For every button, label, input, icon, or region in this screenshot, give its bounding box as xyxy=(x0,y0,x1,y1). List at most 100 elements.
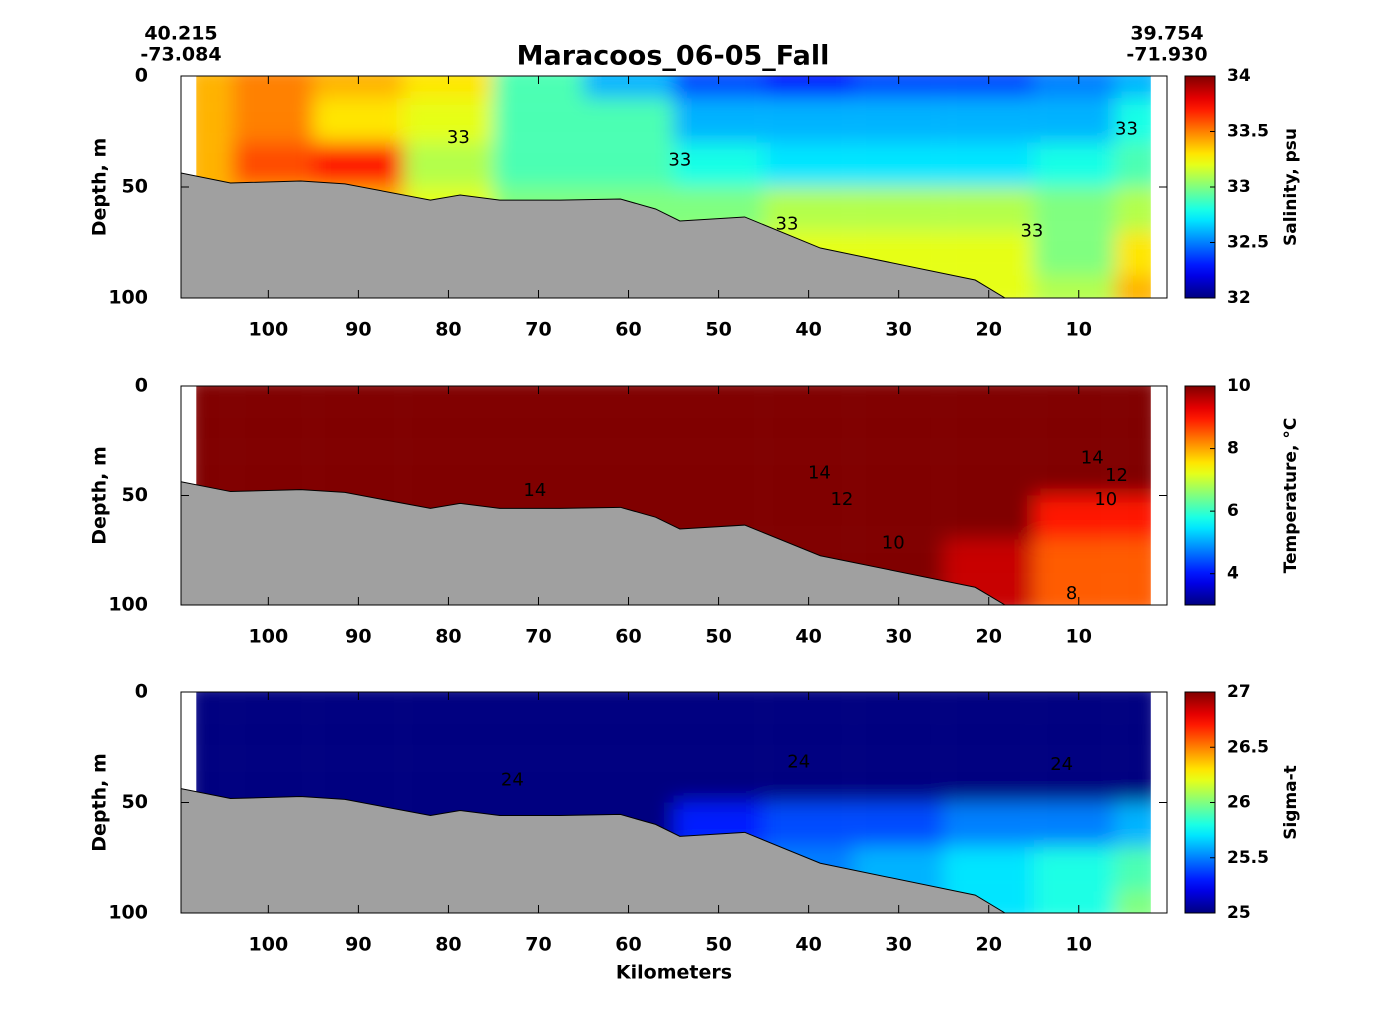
field-cell xyxy=(943,714,1034,759)
field-cell xyxy=(1033,583,1115,605)
field-cell xyxy=(1114,98,1151,143)
field-cell xyxy=(313,692,404,715)
field-cell xyxy=(1033,802,1115,847)
field-cell xyxy=(763,714,854,759)
field-cell xyxy=(1114,451,1151,496)
field-cell xyxy=(196,407,233,452)
contour-label: 14 xyxy=(808,463,831,484)
x-tick-label: 70 xyxy=(525,319,551,341)
field-cell xyxy=(943,187,1034,232)
field-cell xyxy=(1114,76,1151,99)
field-cell xyxy=(763,451,854,496)
field-cell xyxy=(763,407,854,452)
field-cell xyxy=(853,142,944,187)
field-cell xyxy=(493,451,584,496)
x-tick-label: 100 xyxy=(249,626,289,648)
field-cell xyxy=(232,451,314,496)
y-tick-label: 50 xyxy=(122,176,148,198)
field-cell xyxy=(583,386,674,408)
y-tick-label: 100 xyxy=(108,902,148,924)
y-axis-label: Depth, m xyxy=(89,753,111,852)
field-cell xyxy=(853,76,944,99)
contour-label: 14 xyxy=(523,480,546,501)
field-cell xyxy=(493,714,584,759)
field-cell xyxy=(493,142,584,187)
y-tick-label: 0 xyxy=(135,375,148,397)
field-cell xyxy=(763,386,854,408)
field-cell xyxy=(1033,407,1115,452)
chart-title: Maracoos_06-05_Fall xyxy=(517,41,830,72)
colorbar-tick-label: 8 xyxy=(1227,439,1239,459)
x-tick-label: 20 xyxy=(975,626,1001,648)
field-cell xyxy=(232,407,314,452)
field-cell xyxy=(1033,714,1115,759)
field-cell xyxy=(583,76,674,99)
field-cell xyxy=(313,407,404,452)
x-tick-label: 30 xyxy=(885,319,911,341)
colorbar-tick-label: 26 xyxy=(1227,793,1251,813)
field-cell xyxy=(232,98,314,143)
contour-label: 33 xyxy=(1115,118,1138,139)
field-cell xyxy=(232,758,314,803)
field-cell xyxy=(943,98,1034,143)
x-tick-label: 90 xyxy=(345,626,371,648)
end-lon: -71.930 xyxy=(1126,44,1207,66)
x-tick-label: 80 xyxy=(435,934,461,956)
bathymetry xyxy=(180,787,1007,914)
colorbar-tick-label: 33.5 xyxy=(1227,122,1269,142)
field-cell xyxy=(943,231,1034,276)
field-cell xyxy=(853,714,944,759)
colorbar-label: Salinity, psu xyxy=(1281,128,1301,246)
field-cell xyxy=(1114,802,1151,847)
field-cell xyxy=(403,758,494,803)
field-cell xyxy=(196,76,233,99)
field-cell xyxy=(1033,451,1115,496)
field-cell xyxy=(403,714,494,759)
x-tick-label: 100 xyxy=(249,934,289,956)
x-tick-label: 50 xyxy=(705,934,731,956)
field-cell xyxy=(1114,495,1151,540)
field-cell xyxy=(313,142,404,187)
y-tick-label: 100 xyxy=(108,594,148,616)
field-cell xyxy=(853,758,944,803)
field-cell xyxy=(1033,890,1115,913)
field-cell xyxy=(943,539,1034,584)
field-cell xyxy=(403,407,494,452)
contour-label: 10 xyxy=(882,533,905,554)
field-cell xyxy=(1033,758,1115,803)
x-tick-label: 90 xyxy=(345,319,371,341)
field-cell xyxy=(853,98,944,143)
field-cell xyxy=(313,386,404,408)
x-tick-label: 70 xyxy=(525,934,551,956)
field-cell xyxy=(1114,142,1151,187)
field-cell xyxy=(1114,692,1151,715)
field-cell xyxy=(583,758,674,803)
contour-label: 12 xyxy=(1105,465,1128,486)
colorbar-tick-label: 25 xyxy=(1227,903,1251,923)
field-cell xyxy=(673,142,764,187)
field-cell xyxy=(196,714,233,759)
colorbar-tick-label: 26.5 xyxy=(1227,737,1269,757)
colorbar-tick-label: 27 xyxy=(1227,682,1251,702)
field-cell xyxy=(853,187,944,232)
x-tick-label: 30 xyxy=(885,934,911,956)
field-cell xyxy=(1114,275,1151,298)
field-cell xyxy=(673,386,764,408)
bathymetry xyxy=(180,481,1007,606)
field-cell xyxy=(1033,846,1115,891)
field-cell xyxy=(943,386,1034,408)
x-tick-label: 40 xyxy=(795,934,821,956)
field-cell xyxy=(943,495,1034,540)
field-cell xyxy=(583,407,674,452)
field-cell xyxy=(313,98,404,143)
start-lon: -73.084 xyxy=(140,44,221,66)
field-cell xyxy=(943,802,1034,847)
colorbar-label: Sigma-t xyxy=(1281,765,1301,840)
y-axis-label: Depth, m xyxy=(89,446,111,545)
colorbar-tick-label: 33 xyxy=(1227,177,1251,197)
colorbar-tick-label: 32 xyxy=(1227,288,1251,308)
field-cell xyxy=(763,802,854,847)
field-cell xyxy=(673,407,764,452)
field-cell xyxy=(583,692,674,715)
